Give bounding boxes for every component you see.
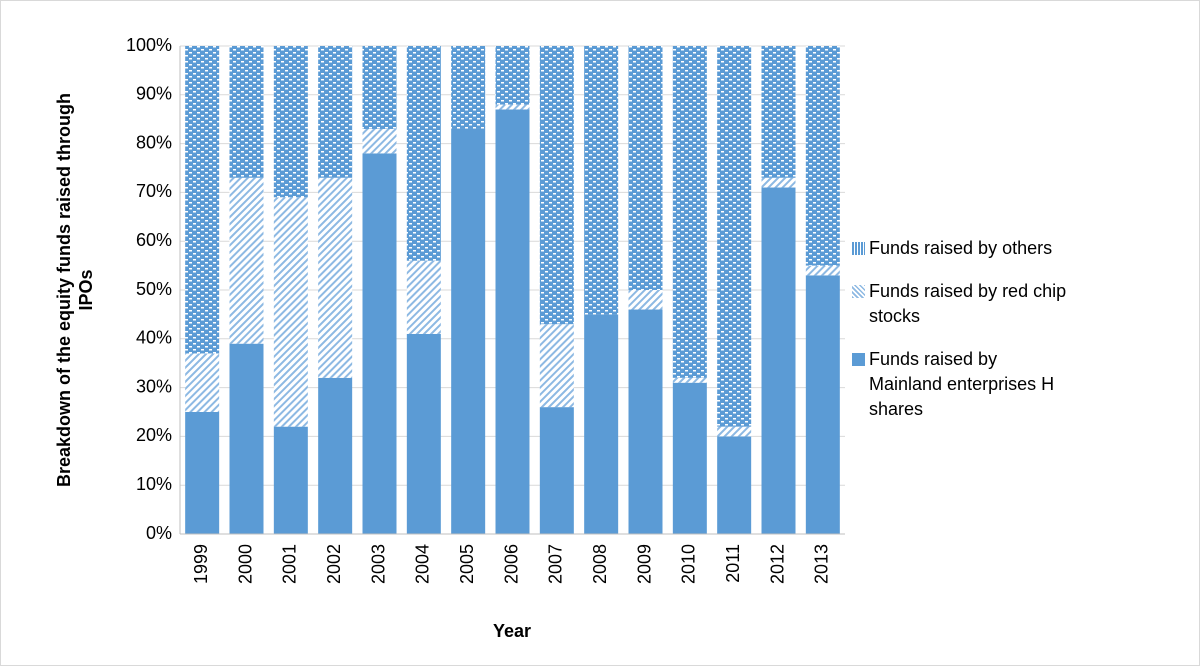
bar-segment <box>495 109 530 534</box>
legend-swatch <box>852 353 865 366</box>
bar-segment <box>318 177 353 378</box>
x-tick-label: 2003 <box>368 544 388 584</box>
y-tick-label: 40% <box>136 328 172 348</box>
x-tick-label: 2007 <box>546 544 566 584</box>
x-tick-label: 2013 <box>812 544 832 584</box>
x-tick-label: 2009 <box>634 544 654 584</box>
bar-segment <box>628 309 663 534</box>
x-axis-label: Year <box>493 621 531 641</box>
legend-item: Funds raised by red chip stocks <box>852 279 1182 329</box>
bar-segment <box>406 333 441 534</box>
legend-label: Funds raised by red chip stocks <box>869 281 1067 326</box>
x-tick-label: 2004 <box>413 544 433 584</box>
y-tick-label: 80% <box>136 132 172 152</box>
x-tick-label: 2005 <box>457 544 477 584</box>
legend-swatch <box>852 242 865 255</box>
bar-segment <box>451 46 486 129</box>
legend-label: Funds raised by Mainland enterprises H s… <box>869 349 1055 419</box>
x-tick-label: 2000 <box>235 544 255 584</box>
bar-segment <box>539 324 574 408</box>
x-tick-label: 2012 <box>767 544 787 584</box>
x-tick-label: 2011 <box>723 544 743 583</box>
bar-segment <box>717 426 752 437</box>
bar-segment <box>584 46 619 315</box>
bar-segment <box>318 377 353 534</box>
bar-segment <box>273 197 308 427</box>
bar-segment <box>761 46 796 178</box>
bar-segment <box>628 46 663 290</box>
bar-segment <box>362 128 397 154</box>
bar-segment <box>805 265 840 276</box>
bar-segment <box>584 314 619 534</box>
y-tick-label: 50% <box>136 279 172 299</box>
bar-segment <box>672 377 707 383</box>
x-tick-label: 1999 <box>191 544 211 584</box>
x-tick-label: 2006 <box>501 544 521 584</box>
y-tick-label: 70% <box>136 181 172 201</box>
bar-segment <box>362 153 397 535</box>
x-tick-label: 2002 <box>324 544 344 584</box>
legend-label: Funds raised by others <box>869 238 1053 258</box>
bar-segment <box>805 275 840 534</box>
bar-segment <box>672 46 707 378</box>
y-tick-label: 30% <box>136 376 172 396</box>
legend-swatch <box>852 285 865 298</box>
bar-segment <box>362 46 397 129</box>
y-tick-label: 0% <box>146 523 172 543</box>
y-tick-label: 10% <box>136 474 172 494</box>
y-tick-label: 20% <box>136 425 172 445</box>
bar-segment <box>185 353 220 412</box>
legend-item: Funds raised by Mainland enterprises H s… <box>852 347 1182 422</box>
y-tick-label: 60% <box>136 230 172 250</box>
bar-segment <box>229 46 264 178</box>
bar-segment <box>185 46 220 354</box>
legend-item: Funds raised by others <box>852 236 1182 261</box>
bar-segment <box>451 128 486 534</box>
bar-segment <box>273 426 308 534</box>
bar-segment <box>717 436 752 534</box>
bar-segment <box>761 187 796 534</box>
x-tick-label: 2001 <box>280 544 300 584</box>
bar-segment <box>539 46 574 325</box>
bar-segment <box>406 260 441 334</box>
bar-segment <box>406 46 441 261</box>
x-tick-label: 2010 <box>679 544 699 584</box>
y-tick-label: 90% <box>136 84 172 104</box>
bar-segment <box>628 290 663 310</box>
bar-segment <box>229 177 264 344</box>
bar-segment <box>717 46 752 427</box>
bar-segment <box>672 382 707 534</box>
y-tick-label: 100% <box>126 35 172 55</box>
bar-segment <box>805 46 840 266</box>
bar-segment <box>761 177 796 188</box>
bar-segment <box>185 412 220 534</box>
bar-segment <box>495 46 530 105</box>
bar-segment <box>495 104 530 110</box>
x-tick-label: 2008 <box>590 544 610 584</box>
bar-segment <box>318 46 353 178</box>
bar-segment <box>229 343 264 534</box>
bar-segment <box>273 46 308 198</box>
legend: Funds raised by others Funds raised by re… <box>852 236 1182 440</box>
y-axis-label: Breakdown of the equity funds raised thr… <box>54 92 96 488</box>
bar-segment <box>539 407 574 534</box>
